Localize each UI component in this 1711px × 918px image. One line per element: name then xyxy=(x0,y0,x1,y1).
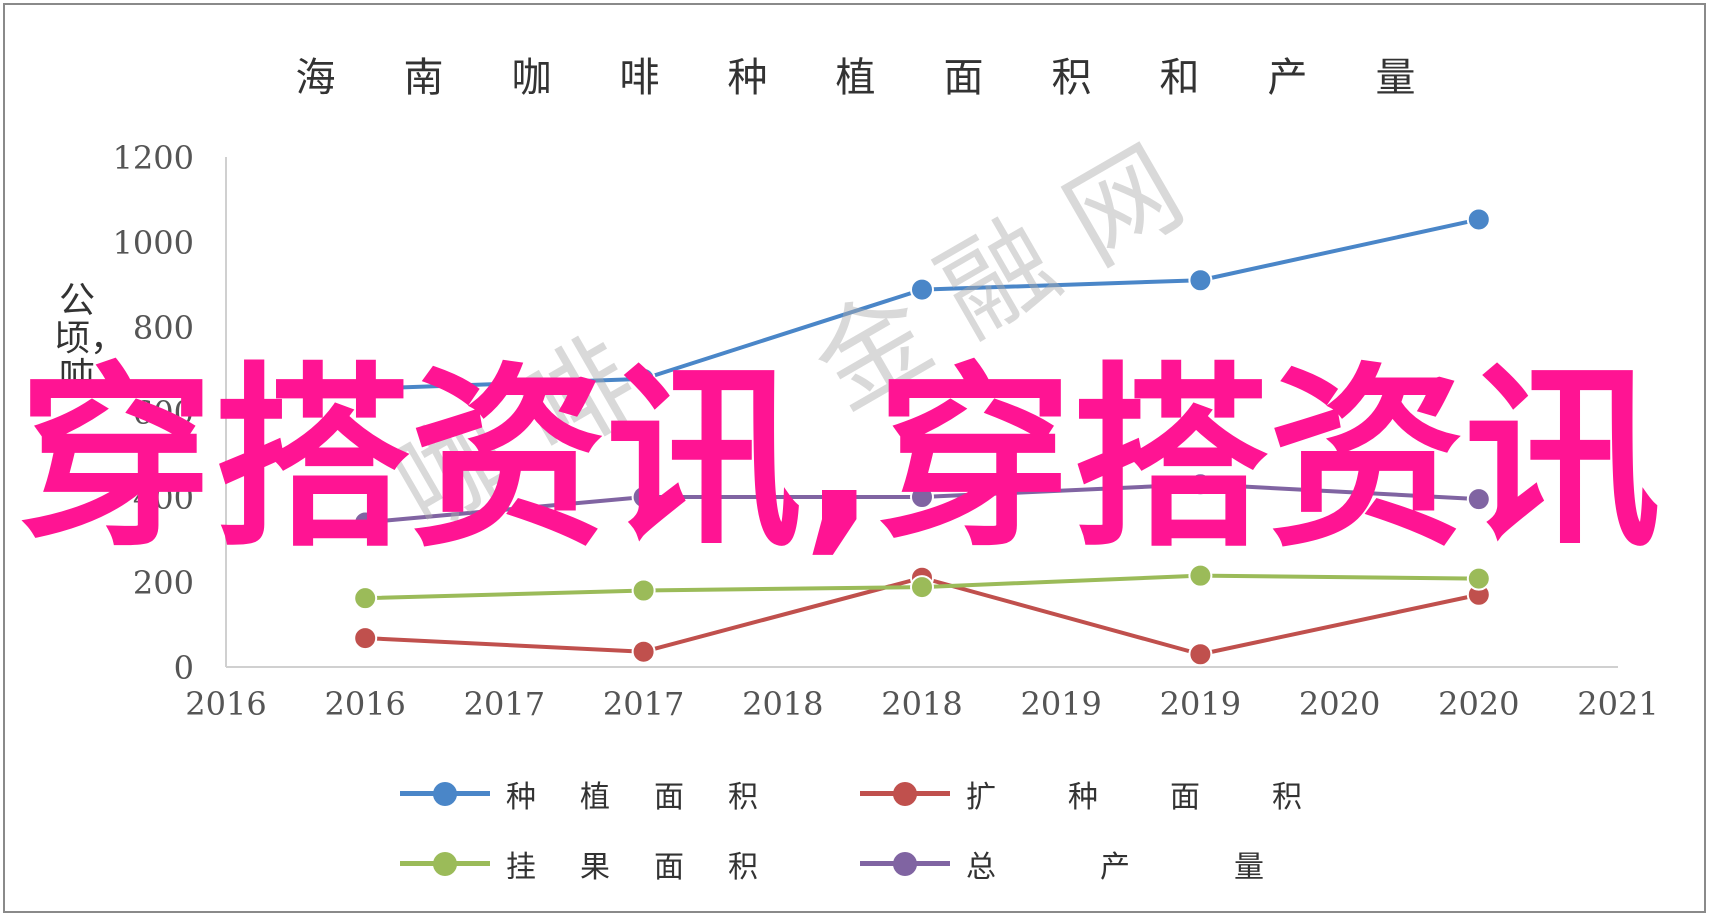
data-point xyxy=(910,277,934,302)
data-point xyxy=(910,575,934,600)
data-point xyxy=(1188,472,1213,497)
legend-marker xyxy=(400,770,490,818)
legend-dot xyxy=(433,782,457,806)
legend-label: 种植面积 xyxy=(506,780,802,815)
legend-dot xyxy=(433,852,457,876)
x-tick-label: 2020 xyxy=(1438,685,1519,723)
data-point xyxy=(1466,207,1491,232)
data-point xyxy=(1188,268,1213,293)
legend-dot xyxy=(893,782,917,806)
legend-label: 总产量 xyxy=(966,850,1368,885)
legend-dot xyxy=(893,852,917,876)
data-point xyxy=(631,366,656,391)
y-tick-label: 600 xyxy=(133,394,194,432)
x-tick-label: 2018 xyxy=(881,685,962,723)
x-tick-label: 2017 xyxy=(464,685,545,723)
data-point xyxy=(353,586,378,611)
x-tick-label: 2019 xyxy=(1020,685,1101,723)
data-point xyxy=(1466,566,1491,591)
y-tick-label: 0 xyxy=(174,649,194,687)
x-tick-label: 2017 xyxy=(603,685,684,723)
data-point xyxy=(631,578,656,603)
legend-marker xyxy=(860,770,950,818)
data-point xyxy=(353,376,378,401)
legend-label: 扩种面积 xyxy=(966,780,1374,815)
legend-label: 挂果面积 xyxy=(506,850,802,885)
x-tick-label: 2016 xyxy=(185,685,266,723)
legend-marker xyxy=(860,840,950,888)
data-point xyxy=(631,639,656,664)
data-point xyxy=(1188,642,1213,667)
legend-item-bearing-area: 挂果面积 xyxy=(400,840,802,888)
legend-item-expanded-area: 扩种面积 xyxy=(860,770,1374,818)
y-tick-label: 1000 xyxy=(113,224,194,262)
data-point xyxy=(1466,487,1491,512)
x-tick-label: 2016 xyxy=(324,685,405,723)
y-tick-label: 1200 xyxy=(113,139,194,177)
data-point xyxy=(1188,563,1213,588)
x-tick-label: 2019 xyxy=(1160,685,1241,723)
y-tick-label: 800 xyxy=(133,309,194,347)
chart-title: 海南咖啡种植面积和产量 xyxy=(295,55,1484,101)
chart-frame xyxy=(3,3,1706,913)
y-tick-label: 200 xyxy=(133,564,194,602)
legend-marker xyxy=(400,840,490,888)
x-tick-label: 2018 xyxy=(742,685,823,723)
data-point xyxy=(910,485,934,509)
data-point xyxy=(353,510,378,535)
x-tick-label: 2020 xyxy=(1299,685,1380,723)
y-tick-label: 400 xyxy=(133,479,194,517)
x-tick-label: 2021 xyxy=(1577,685,1658,723)
legend-item-planted-area: 种植面积 xyxy=(400,770,802,818)
data-point xyxy=(631,485,656,509)
legend: 种植面积 扩种面积 挂果面积 总产量 xyxy=(400,770,1302,890)
overlay-banner-text: 穿搭资讯,穿搭资讯 xyxy=(18,346,1661,574)
data-point xyxy=(353,626,378,651)
legend-item-total-output: 总产量 xyxy=(860,840,1368,888)
